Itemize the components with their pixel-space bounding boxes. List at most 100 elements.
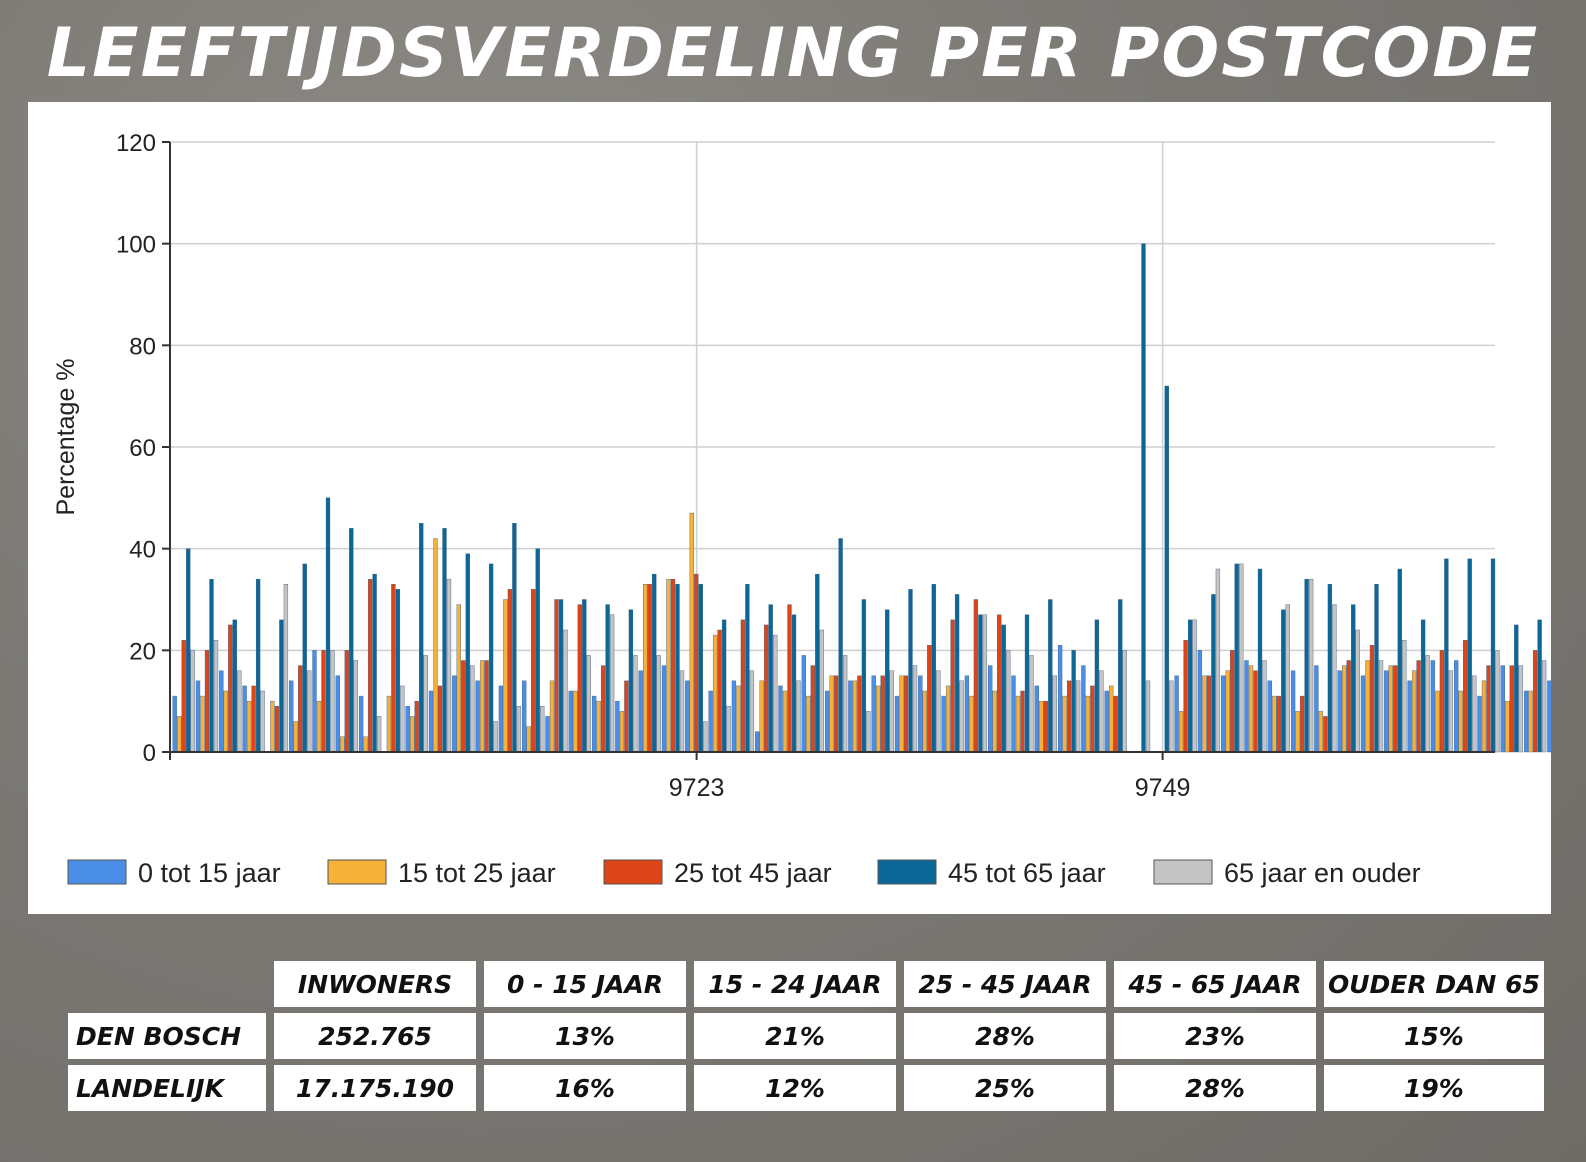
header-45-65: 45 - 65 JAAR [1114, 961, 1316, 1007]
bar [810, 665, 815, 753]
bar [344, 650, 349, 753]
bar [624, 680, 629, 753]
bar [573, 690, 578, 753]
bar [279, 619, 284, 753]
bar [1062, 695, 1067, 753]
bar [1523, 690, 1529, 753]
bar [1094, 619, 1100, 753]
bar [512, 523, 517, 753]
table-cell: 252.765 [274, 1013, 476, 1059]
bar [959, 680, 964, 753]
bar [1011, 675, 1016, 753]
bar [1039, 700, 1044, 753]
bar [181, 639, 186, 753]
bar [1187, 619, 1193, 753]
bar [456, 604, 461, 753]
bar [531, 589, 536, 753]
legend-swatch [877, 859, 937, 885]
bar [638, 670, 643, 753]
bar [307, 670, 312, 753]
bar [190, 650, 195, 753]
y-tick-label: 0 [143, 740, 156, 767]
bar [782, 690, 788, 753]
bar [465, 553, 470, 753]
bar [391, 584, 396, 753]
bar [1015, 695, 1021, 753]
bar [918, 675, 923, 753]
bar [1355, 629, 1360, 753]
bar [1463, 639, 1468, 753]
legend-label: 15 tot 25 jaar [398, 858, 556, 888]
bar [298, 665, 303, 753]
bar [1402, 639, 1407, 753]
bar [1118, 599, 1123, 753]
bar [1183, 639, 1188, 753]
bar [1472, 675, 1477, 753]
bar [395, 589, 401, 753]
bar [609, 614, 615, 753]
bar [871, 675, 876, 753]
bar [988, 665, 993, 753]
bar [1225, 670, 1230, 753]
bar [969, 695, 974, 753]
bar [950, 619, 955, 753]
bar [941, 695, 946, 753]
bar [833, 675, 839, 753]
bar [452, 675, 457, 753]
bar [437, 685, 443, 753]
bar [1057, 645, 1063, 753]
bar [978, 614, 983, 753]
bar [237, 670, 242, 753]
table-cell: 28% [904, 1013, 1106, 1059]
bar [982, 614, 988, 753]
bar [1006, 650, 1011, 753]
table-cell: 12% [694, 1065, 896, 1111]
bar [251, 685, 256, 753]
bar [615, 700, 620, 753]
bar [586, 655, 591, 753]
bar [1448, 670, 1454, 753]
bar [1024, 614, 1030, 753]
bar [213, 639, 219, 753]
bar [852, 680, 858, 753]
bar [1308, 578, 1314, 753]
bar [912, 665, 918, 753]
bar [1215, 568, 1221, 753]
bar [232, 619, 237, 753]
bar [1048, 599, 1053, 753]
bar [488, 563, 494, 753]
bar [330, 650, 335, 753]
legend-swatch [327, 859, 387, 885]
bar [1169, 680, 1174, 753]
bar [666, 578, 671, 753]
bar [806, 695, 811, 753]
bar [1318, 711, 1324, 753]
bar [656, 655, 661, 753]
bar [1332, 604, 1337, 753]
bar [568, 690, 573, 753]
bar [717, 629, 722, 753]
bar [1020, 690, 1025, 753]
bar [1052, 675, 1057, 753]
bar [1122, 650, 1127, 753]
bar [787, 604, 792, 753]
bar [1439, 650, 1445, 753]
bar [1244, 660, 1249, 753]
bar [1532, 650, 1538, 753]
bar [1109, 685, 1114, 753]
bar [1337, 670, 1342, 753]
bar [1276, 695, 1281, 753]
bar [1104, 690, 1109, 753]
bar [591, 695, 597, 753]
bar [414, 700, 419, 753]
bar [1435, 690, 1440, 753]
table-cell: 28% [1114, 1065, 1316, 1111]
bar [726, 706, 731, 753]
legend-label: 0 tot 15 jaar [138, 858, 281, 888]
bar [442, 528, 447, 753]
legend-label: 65 jaar en ouder [1224, 858, 1421, 888]
bar [1323, 716, 1328, 753]
bar [400, 685, 405, 753]
bar [1295, 711, 1300, 753]
bar [545, 716, 550, 753]
